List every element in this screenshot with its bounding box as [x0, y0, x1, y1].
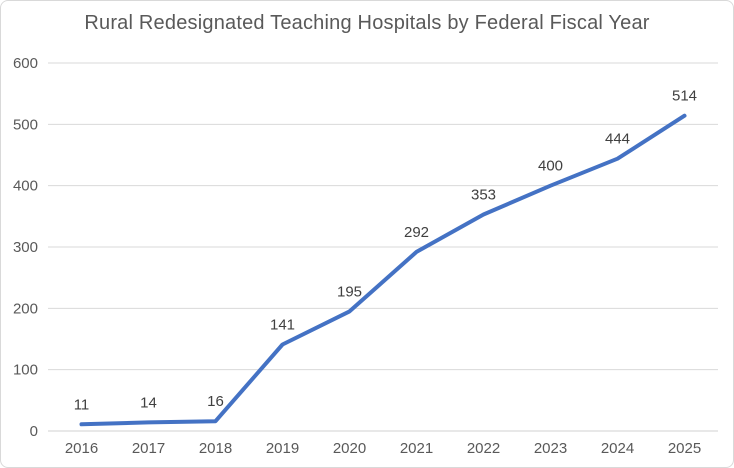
- x-axis-tick-label: 2017: [132, 440, 165, 457]
- data-point-label: 141: [270, 317, 295, 334]
- x-axis-tick-label: 2016: [65, 440, 98, 457]
- x-axis-tick-label: 2023: [534, 440, 567, 457]
- data-point-label: 292: [404, 224, 429, 241]
- data-point-label: 14: [140, 394, 157, 411]
- x-axis-tick-label: 2018: [199, 440, 232, 457]
- data-point-label: 514: [672, 88, 697, 105]
- data-point-label: 444: [605, 131, 630, 148]
- x-axis-tick-label: 2020: [333, 440, 366, 457]
- y-axis-tick-label: 600: [13, 55, 38, 72]
- chart-title: Rural Redesignated Teaching Hospitals by…: [84, 12, 650, 34]
- data-point-label: 16: [207, 393, 224, 410]
- y-axis-tick-label: 200: [13, 300, 38, 317]
- data-point-label: 353: [471, 186, 496, 203]
- data-point-label: 400: [538, 158, 563, 175]
- y-axis-tick-label: 500: [13, 116, 38, 133]
- x-axis-tick-label: 2025: [668, 440, 701, 457]
- y-axis-tick-label: 100: [13, 362, 38, 379]
- x-axis-tick-label: 2022: [467, 440, 500, 457]
- data-point-label: 195: [337, 283, 362, 300]
- y-axis-tick-label: 400: [13, 178, 38, 195]
- y-axis-tick-label: 0: [30, 423, 38, 440]
- x-axis-tick-label: 2021: [400, 440, 433, 457]
- data-series-line: [79, 113, 687, 427]
- y-axis-tick-label: 300: [13, 239, 38, 256]
- x-axis-tick-label: 2024: [601, 440, 634, 457]
- data-point-label: 11: [74, 396, 90, 413]
- x-axis-tick-label: 2019: [266, 440, 299, 457]
